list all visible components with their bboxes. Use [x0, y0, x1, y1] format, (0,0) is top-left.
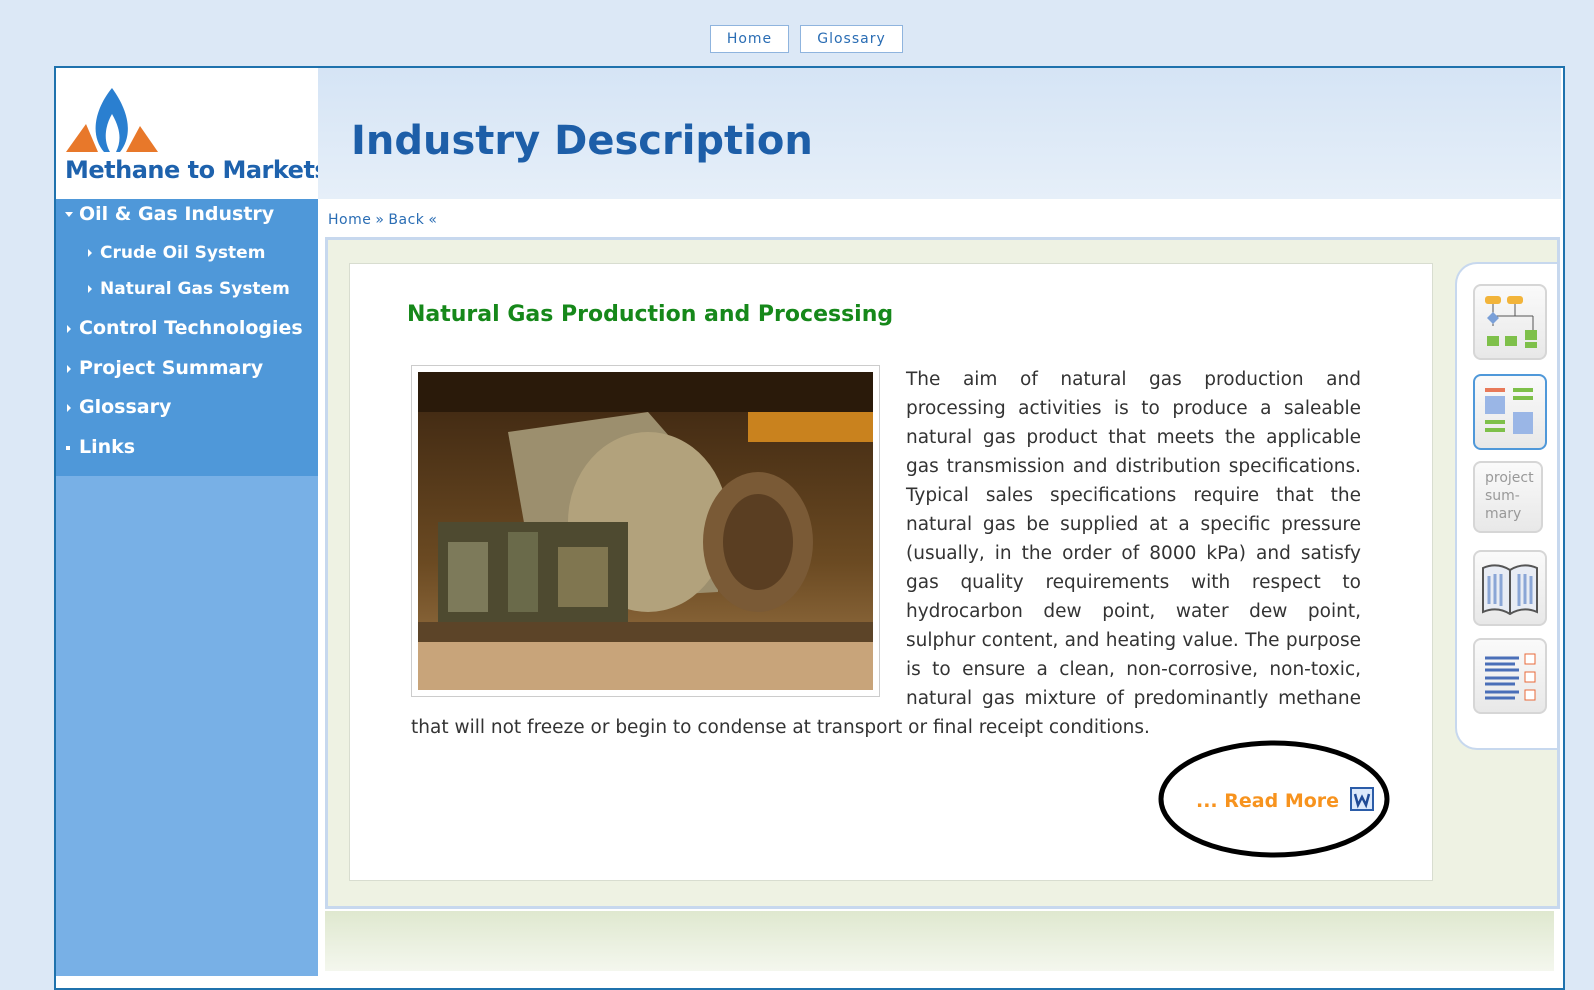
- logo-flame: [64, 84, 160, 154]
- article-heading: Natural Gas Production and Processing: [407, 302, 893, 327]
- tool-flowchart[interactable]: [1473, 284, 1547, 360]
- bottom-strip: [325, 911, 1554, 971]
- sidebar-item[interactable]: Natural Gas System: [86, 279, 290, 299]
- sidebar-item[interactable]: Links: [65, 436, 135, 458]
- top-nav-home[interactable]: Home: [710, 25, 789, 53]
- sidebar-item[interactable]: Crude Oil System: [86, 243, 265, 263]
- sidebar-item-label: Glossary: [79, 396, 171, 418]
- crumb-separator: «: [428, 212, 437, 228]
- crumb-separator: »: [375, 212, 384, 228]
- tool-icon: [1475, 552, 1545, 624]
- breadcrumb: Home»Back«: [328, 212, 442, 228]
- page: Industry Description {"top_nav": ["Home"…: [0, 0, 1594, 969]
- sidebar-item[interactable]: Glossary: [65, 396, 171, 418]
- sidebar-item[interactable]: Project Summary: [65, 357, 263, 379]
- page-title: Industry Description: [351, 118, 813, 164]
- sidebar-item[interactable]: Control Technologies: [65, 317, 303, 339]
- sidebar-item-label: Links: [79, 436, 135, 458]
- nav-marker: [65, 324, 73, 334]
- nav-marker: [65, 443, 73, 453]
- article-photo: [411, 365, 880, 697]
- nav-marker: [65, 210, 73, 220]
- sidebar-item[interactable]: Oil & Gas Industry: [65, 203, 274, 225]
- tool-label: project sum-mary: [1485, 470, 1534, 522]
- tool-icon: [1475, 286, 1545, 358]
- highlight-ellipse: [1156, 738, 1392, 860]
- logo-text: Methane to Markets: [65, 156, 328, 184]
- nav-marker: [65, 364, 73, 374]
- tool-icon: [1475, 640, 1545, 712]
- page-header: Industry Description: [318, 68, 1561, 199]
- tool-icon: [1475, 376, 1545, 448]
- crumb-back[interactable]: Back: [388, 212, 424, 228]
- sidebar-item-label: Control Technologies: [79, 317, 303, 339]
- tool-book[interactable]: [1473, 550, 1547, 626]
- sidebar-item-label: Crude Oil System: [100, 243, 265, 263]
- top-nav-glossary[interactable]: Glossary: [800, 25, 903, 53]
- sidebar-fill: [56, 476, 318, 976]
- sidebar-item-label: Natural Gas System: [100, 279, 290, 299]
- nav-marker: [86, 284, 94, 294]
- photo-illustration: [418, 372, 873, 690]
- nav-marker: [65, 403, 73, 413]
- crumb-home[interactable]: Home: [328, 212, 371, 228]
- sidebar-item-label: Project Summary: [79, 357, 263, 379]
- tool-layout[interactable]: [1473, 374, 1547, 450]
- logo[interactable]: Methane to Markets: [56, 68, 318, 199]
- tool-list[interactable]: [1473, 638, 1547, 714]
- page-body: Home Glossary Methane to Markets Industr…: [0, 0, 1594, 969]
- nav-marker: [86, 248, 94, 258]
- side-toolbar: project sum-mary: [1455, 262, 1557, 750]
- tool-project-summary[interactable]: project sum-mary: [1473, 461, 1543, 533]
- article-body: The aim of natural gas production and pr…: [411, 365, 1361, 742]
- sidebar-item-label: Oil & Gas Industry: [79, 203, 274, 225]
